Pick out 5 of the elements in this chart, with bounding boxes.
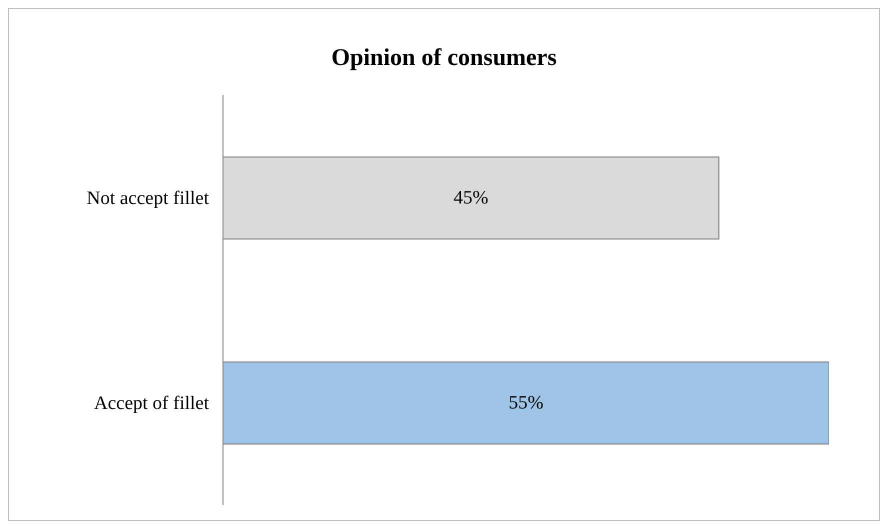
chart-title: Opinion of consumers	[330, 44, 558, 73]
data-label: 45%	[453, 188, 488, 208]
y-tick-label: Accept of fillet	[94, 393, 210, 414]
data-label: 55%	[508, 392, 544, 414]
y-tick-label: Not accept fillet	[86, 188, 210, 210]
